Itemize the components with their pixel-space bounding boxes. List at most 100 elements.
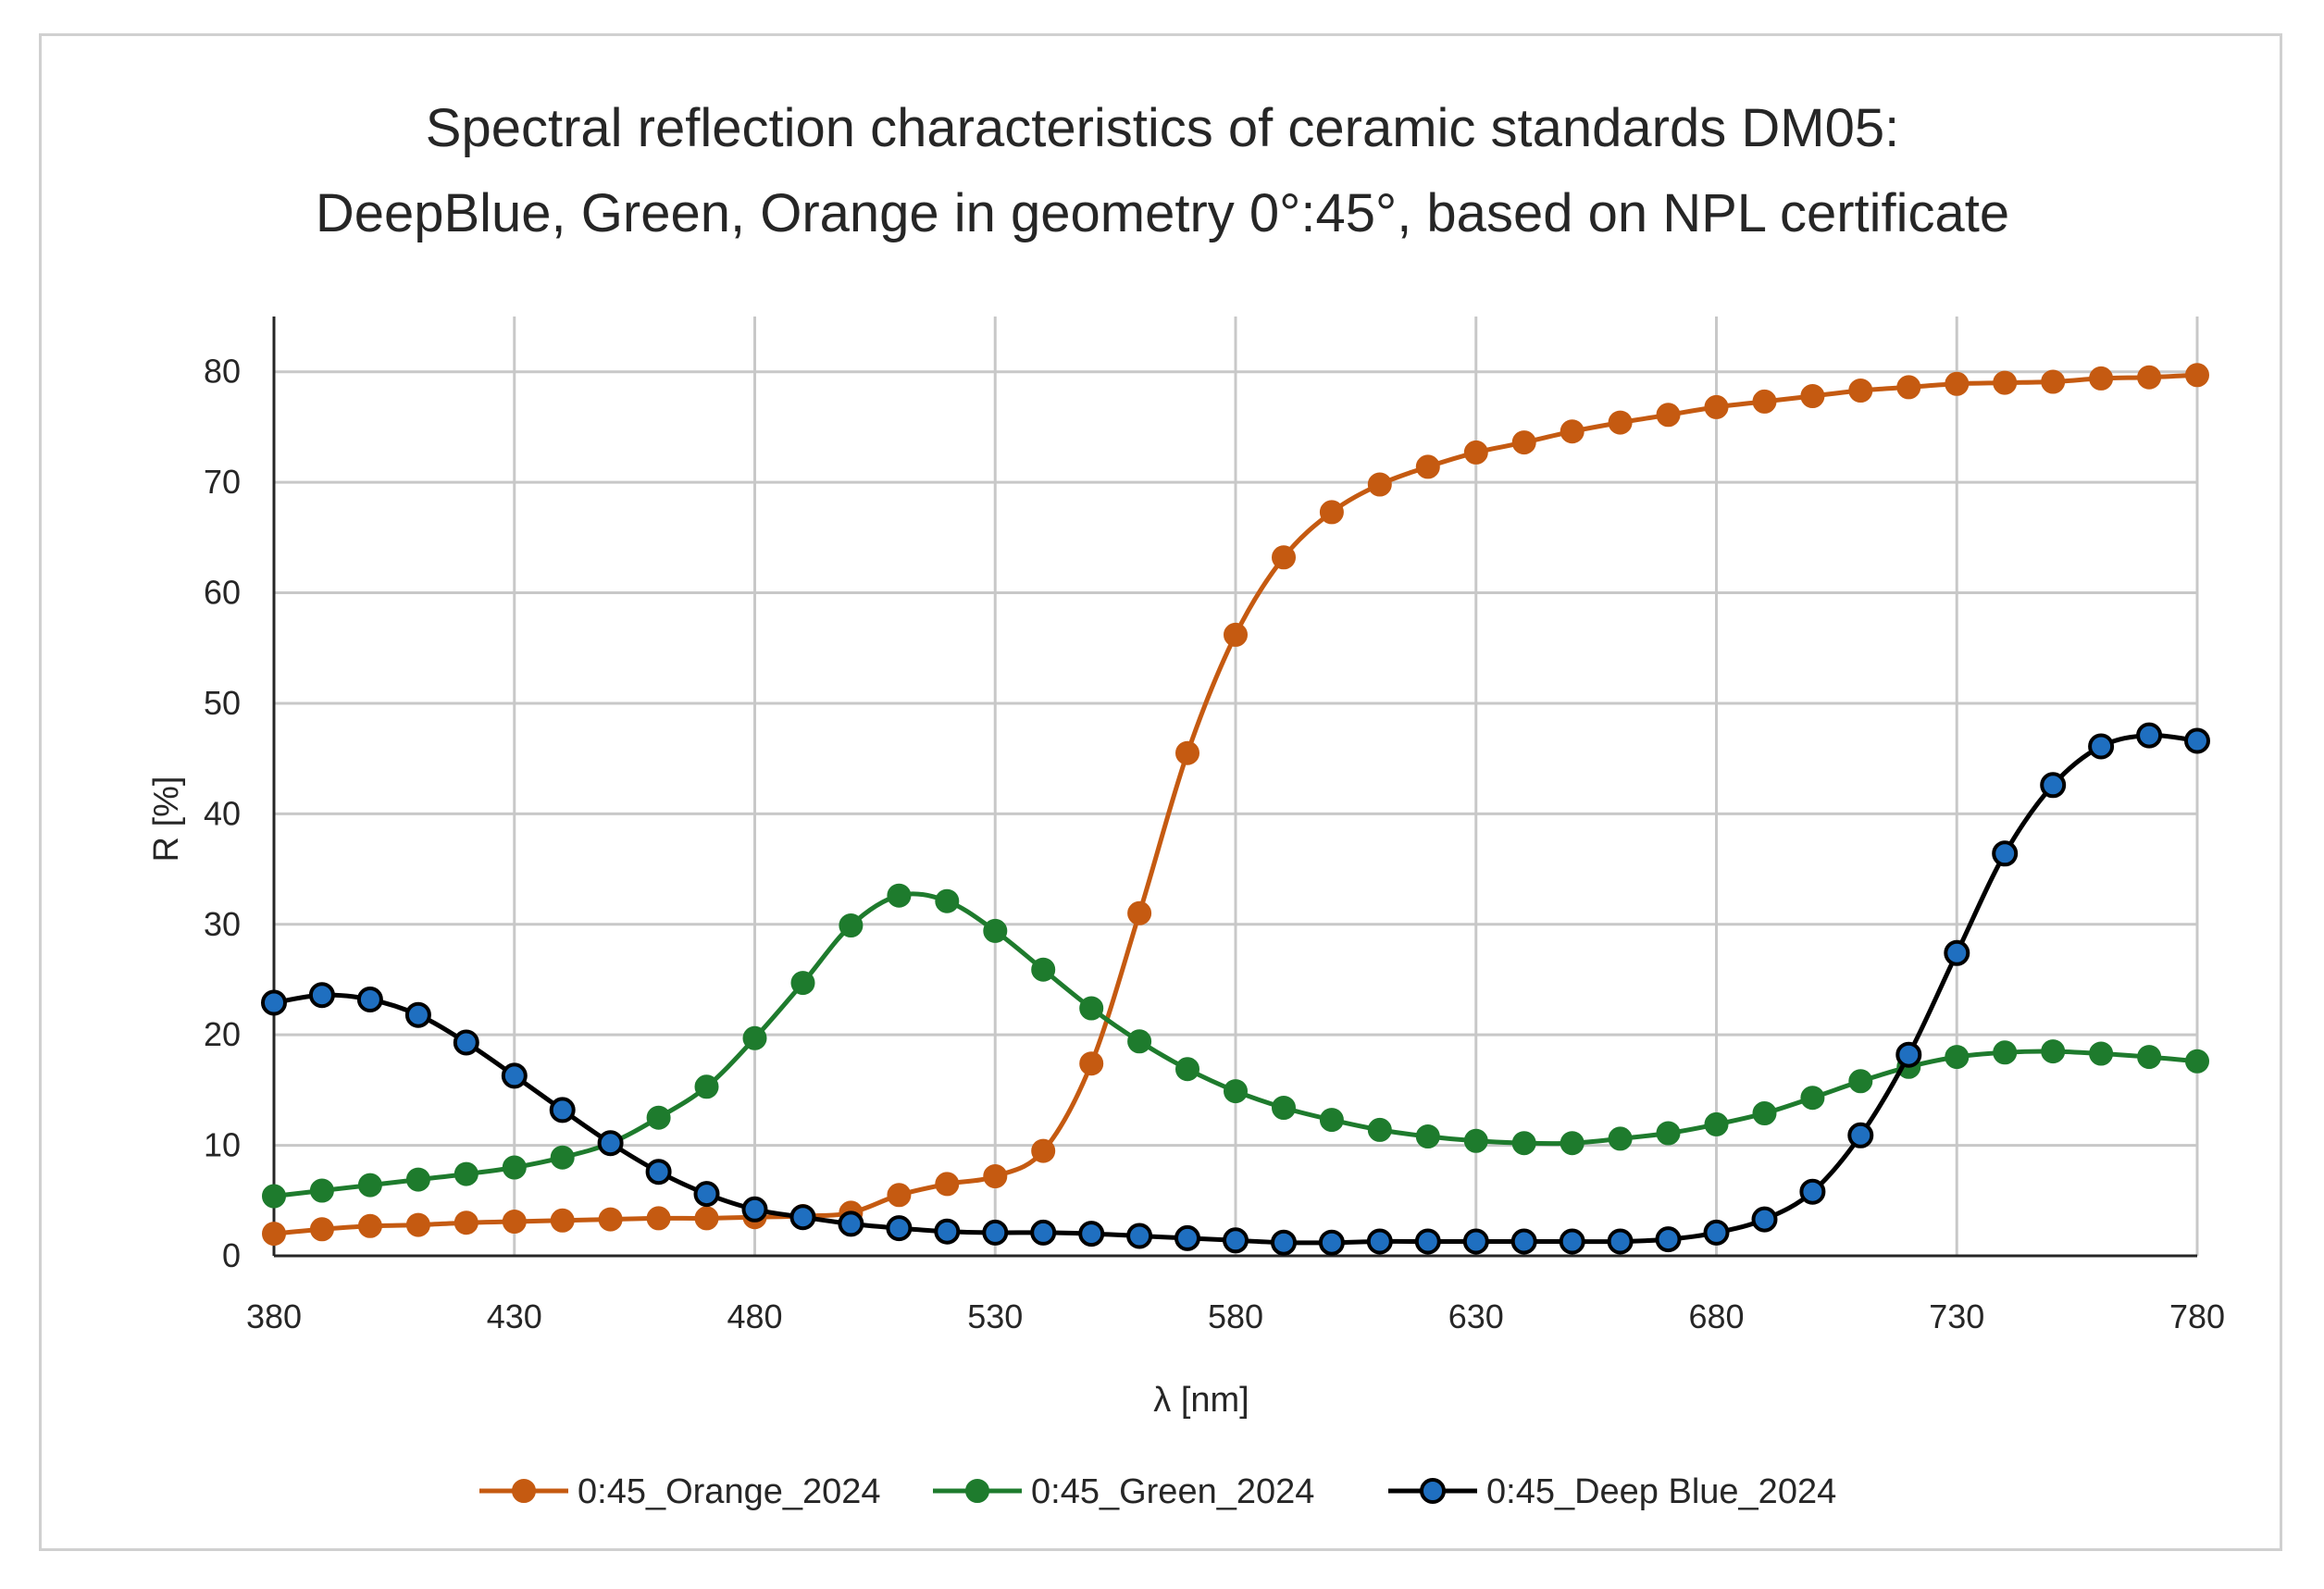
point-green-780 — [2185, 1049, 2209, 1074]
point-green-760 — [2089, 1041, 2114, 1066]
point-green-600 — [1319, 1108, 1344, 1133]
point-green-650 — [1560, 1131, 1585, 1156]
series-deep-blue — [261, 722, 2210, 1256]
point-orange-650 — [1560, 419, 1585, 444]
point-green-490 — [790, 971, 815, 996]
point-green-520 — [935, 888, 960, 913]
x-tick-label-630: 630 — [1448, 1297, 1504, 1335]
point-green-630 — [1463, 1128, 1488, 1153]
x-axis-title: λ [nm] — [1153, 1381, 1249, 1420]
point-deep-blue-460 — [645, 1159, 672, 1186]
point-deep-blue-690 — [1751, 1206, 1778, 1233]
point-deep-blue-420 — [453, 1029, 479, 1056]
point-deep-blue-750 — [2040, 772, 2067, 799]
series-green — [262, 883, 2209, 1209]
point-orange-720 — [1896, 375, 1921, 400]
point-orange-570 — [1175, 740, 1199, 765]
point-green-580 — [1224, 1079, 1248, 1104]
point-deep-blue-490 — [789, 1204, 816, 1231]
point-green-670 — [1656, 1121, 1681, 1146]
point-orange-600 — [1319, 500, 1344, 525]
point-green-620 — [1415, 1124, 1440, 1148]
point-orange-630 — [1463, 440, 1488, 465]
point-orange-760 — [2089, 366, 2114, 391]
x-tick-label-580: 580 — [1208, 1297, 1263, 1335]
point-green-540 — [1031, 957, 1056, 982]
point-deep-blue-580 — [1223, 1227, 1249, 1254]
point-deep-blue-660 — [1607, 1228, 1634, 1255]
point-orange-780 — [2185, 363, 2209, 388]
x-tick-labels: 380 430 480 530 580 630 680 730 780 — [246, 1297, 2225, 1335]
point-orange-700 — [1800, 384, 1825, 408]
point-deep-blue-780 — [2184, 727, 2210, 754]
point-deep-blue-400 — [356, 987, 383, 1012]
point-green-380 — [262, 1184, 286, 1209]
point-green-640 — [1511, 1131, 1536, 1156]
point-deep-blue-650 — [1559, 1228, 1585, 1255]
x-tick-label-430: 430 — [487, 1297, 542, 1335]
point-orange-770 — [2137, 365, 2162, 390]
point-orange-680 — [1704, 394, 1729, 419]
y-tick-label-70: 70 — [204, 463, 241, 501]
point-orange-610 — [1367, 472, 1392, 497]
point-deep-blue-470 — [693, 1181, 720, 1208]
point-orange-710 — [1848, 379, 1873, 403]
point-green-770 — [2137, 1045, 2162, 1070]
point-orange-580 — [1224, 622, 1248, 647]
point-green-470 — [694, 1074, 719, 1099]
point-orange-440 — [550, 1208, 575, 1233]
point-deep-blue-520 — [934, 1218, 961, 1245]
point-orange-640 — [1511, 430, 1536, 455]
point-green-700 — [1800, 1086, 1825, 1111]
point-deep-blue-620 — [1414, 1228, 1441, 1255]
point-deep-blue-570 — [1174, 1224, 1200, 1251]
legend-item-deep-blue: 0:45_Deep Blue_2024 — [1388, 1472, 1836, 1511]
point-orange-390 — [309, 1217, 334, 1242]
point-deep-blue-630 — [1462, 1228, 1489, 1255]
point-green-590 — [1272, 1096, 1296, 1120]
x-tick-label-380: 380 — [246, 1297, 302, 1335]
point-deep-blue-380 — [261, 989, 287, 1016]
legend-label-green: 0:45_Green_2024 — [1031, 1472, 1314, 1511]
point-deep-blue-680 — [1703, 1219, 1730, 1246]
point-deep-blue-640 — [1510, 1228, 1537, 1255]
point-orange-460 — [646, 1206, 671, 1231]
point-deep-blue-710 — [1847, 1122, 1874, 1148]
point-orange-510 — [887, 1183, 912, 1208]
legend-marker-green — [965, 1479, 989, 1503]
y-tick-label-20: 20 — [204, 1015, 241, 1053]
point-deep-blue-770 — [2136, 722, 2163, 749]
point-green-660 — [1608, 1126, 1633, 1151]
point-green-460 — [646, 1105, 671, 1130]
legend-marker-deep-blue — [1420, 1478, 1446, 1504]
legend-label-orange: 0:45_Orange_2024 — [578, 1472, 881, 1511]
point-green-530 — [983, 918, 1008, 943]
point-green-560 — [1127, 1029, 1152, 1054]
point-green-690 — [1752, 1101, 1777, 1125]
point-green-390 — [309, 1178, 334, 1203]
y-tick-labels: 0 10 20 30 40 50 60 70 80 — [204, 353, 241, 1274]
point-orange-670 — [1656, 403, 1681, 428]
y-tick-label-80: 80 — [204, 353, 241, 391]
point-orange-470 — [694, 1206, 719, 1231]
y-tick-label-30: 30 — [204, 905, 241, 943]
point-deep-blue-500 — [838, 1210, 864, 1237]
chart-frame — [39, 33, 2282, 1551]
point-orange-520 — [935, 1172, 960, 1197]
point-green-680 — [1704, 1111, 1729, 1136]
point-green-480 — [742, 1025, 767, 1050]
y-axis-title: R [%] — [147, 776, 186, 863]
point-green-610 — [1367, 1117, 1392, 1142]
point-green-570 — [1175, 1057, 1199, 1082]
point-deep-blue-600 — [1318, 1229, 1345, 1256]
y-tick-label-10: 10 — [204, 1126, 241, 1164]
point-deep-blue-540 — [1030, 1219, 1057, 1246]
point-orange-590 — [1272, 545, 1296, 570]
chart-title-line-1: Spectral reflection characteristics of c… — [426, 98, 1899, 158]
y-tick-label-40: 40 — [204, 794, 241, 832]
point-orange-430 — [502, 1210, 527, 1234]
legend: 0:45_Orange_2024 0:45_Green_2024 0:45_Deep… — [479, 1472, 1836, 1511]
point-green-730 — [1945, 1045, 1970, 1070]
point-deep-blue-760 — [2088, 733, 2115, 760]
